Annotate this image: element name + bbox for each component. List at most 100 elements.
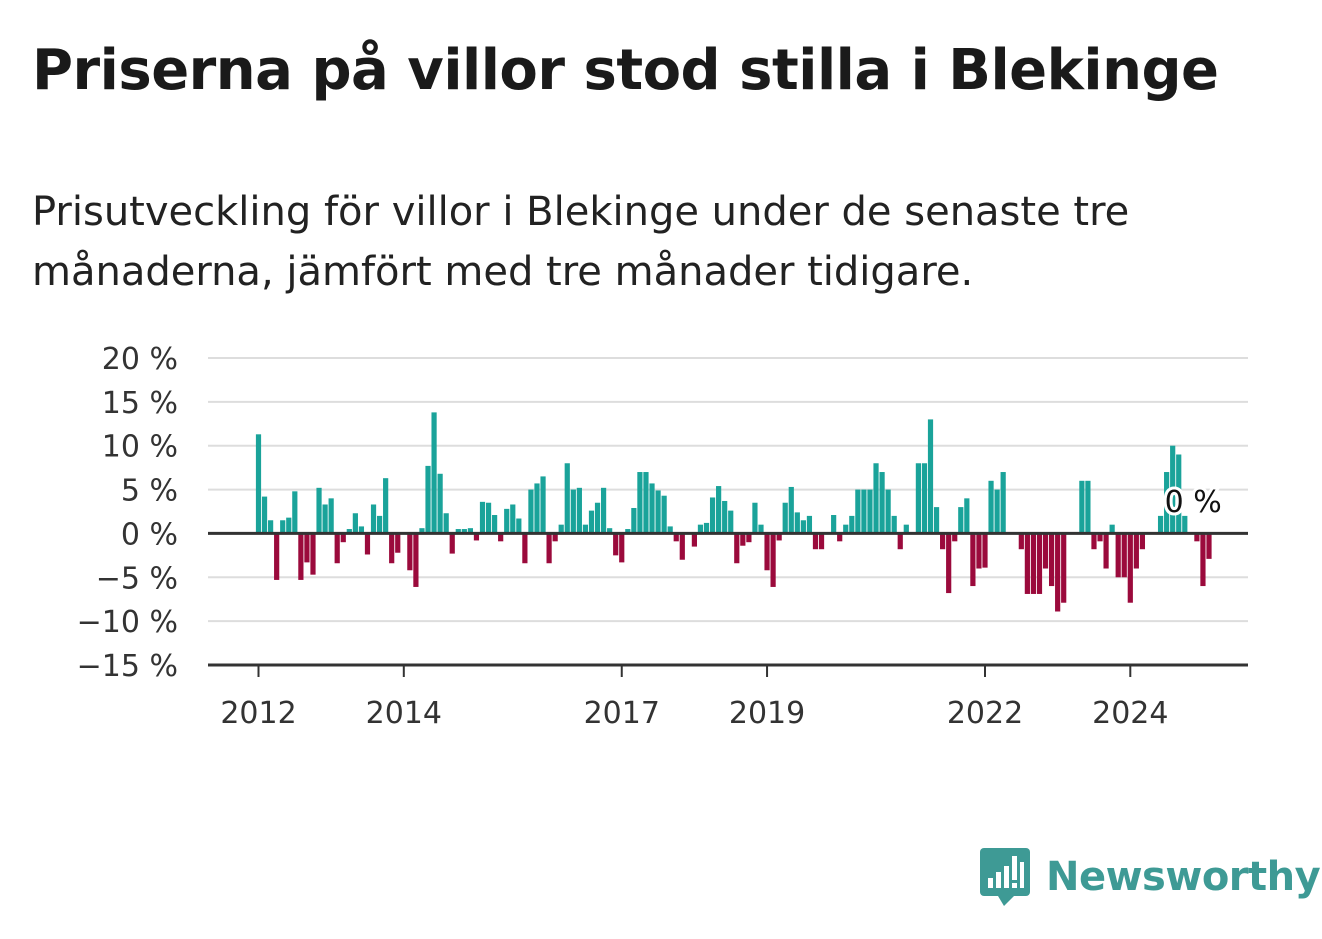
bar: [516, 518, 522, 534]
bar: [292, 491, 298, 534]
bar: [1194, 533, 1200, 542]
bar: [915, 463, 921, 534]
bar: [897, 533, 903, 550]
bar: [764, 533, 770, 571]
bar: [600, 487, 607, 534]
bar: [782, 502, 788, 534]
bar: [564, 463, 570, 534]
bar: [1115, 533, 1121, 578]
bar: [455, 529, 461, 534]
bar: [752, 502, 758, 534]
brand-logo[interactable]: Newsworthy: [980, 848, 1321, 906]
bar: [679, 533, 685, 560]
bar: [328, 498, 334, 534]
bar: [461, 529, 467, 534]
bar: [552, 533, 558, 542]
bar: [770, 533, 776, 587]
bar: [443, 513, 449, 534]
bar: [261, 496, 268, 534]
bar: [625, 529, 631, 534]
bar: [473, 533, 480, 541]
bar: [1164, 472, 1170, 534]
x-tick-label: 2017: [584, 696, 660, 731]
bar: [964, 498, 970, 534]
bar: [370, 504, 377, 534]
bar: [861, 489, 867, 534]
bar: [812, 533, 819, 550]
y-tick-label: 20 %: [102, 342, 178, 377]
bar: [582, 524, 589, 534]
bar: [1030, 533, 1037, 594]
bar: [334, 533, 340, 564]
bar: [697, 524, 704, 534]
bar: [982, 533, 988, 568]
bar: [274, 533, 280, 580]
bar: [958, 507, 964, 534]
bar: [1085, 480, 1091, 534]
bar: [885, 489, 891, 534]
bar: [1097, 533, 1103, 542]
bar: [818, 533, 825, 550]
x-tick-label: 2024: [1092, 696, 1168, 731]
bar: [673, 533, 679, 542]
bar: [255, 434, 262, 534]
y-tick-label: −10 %: [77, 605, 178, 640]
bar: [649, 483, 655, 534]
bar: [691, 533, 697, 547]
bar: [794, 512, 800, 534]
bar: [806, 515, 813, 534]
bar: [1127, 533, 1133, 603]
bar: [528, 489, 534, 534]
bar: [304, 533, 310, 563]
gridlines: [208, 357, 1248, 623]
x-tick-label: 2022: [947, 696, 1023, 731]
bar: [873, 463, 879, 534]
bar: [734, 533, 740, 564]
bar: [988, 480, 994, 534]
bar: [613, 533, 619, 556]
bar: [607, 528, 613, 534]
tick-labels: 20 % 15 % 10 % 5 % 0 % −5 % −10 % −15 % 2012 2014…: [77, 342, 1225, 731]
bar: [849, 515, 855, 534]
newsworthy-logo-icon: [980, 848, 1030, 906]
bar: [437, 473, 443, 534]
bar: [588, 510, 595, 534]
bar: [594, 502, 601, 534]
bar: [1170, 445, 1176, 534]
bar: [419, 528, 425, 534]
bar: [1018, 533, 1024, 550]
bar: [891, 515, 897, 534]
bar: [510, 504, 516, 534]
x-tick-label: 2012: [220, 696, 296, 731]
bar: [952, 533, 958, 542]
bar: [485, 502, 492, 534]
bar: [413, 533, 419, 587]
bar: [946, 533, 952, 594]
bar: [1176, 454, 1182, 534]
bar: [879, 472, 885, 534]
bar: [1079, 480, 1085, 534]
bar: [722, 500, 728, 534]
bar: [492, 515, 498, 534]
bar: [1049, 533, 1055, 587]
bar: [994, 489, 1000, 534]
y-tick-label: 10 %: [102, 430, 178, 465]
bar: [921, 463, 928, 534]
bar: [576, 487, 582, 534]
bar: [831, 515, 837, 534]
bar: [1157, 515, 1164, 534]
bar: [1206, 533, 1212, 559]
bar: [709, 497, 716, 534]
bar: [1133, 533, 1139, 569]
bar: [1121, 533, 1127, 578]
y-tick-label: −5 %: [96, 561, 178, 596]
bar: [1000, 472, 1006, 534]
bar: [643, 472, 649, 534]
bar: [1200, 533, 1206, 587]
bar: [788, 486, 794, 534]
bar: [1139, 533, 1146, 550]
bar: [376, 515, 383, 534]
bar: [280, 520, 286, 534]
bar: [927, 419, 934, 534]
